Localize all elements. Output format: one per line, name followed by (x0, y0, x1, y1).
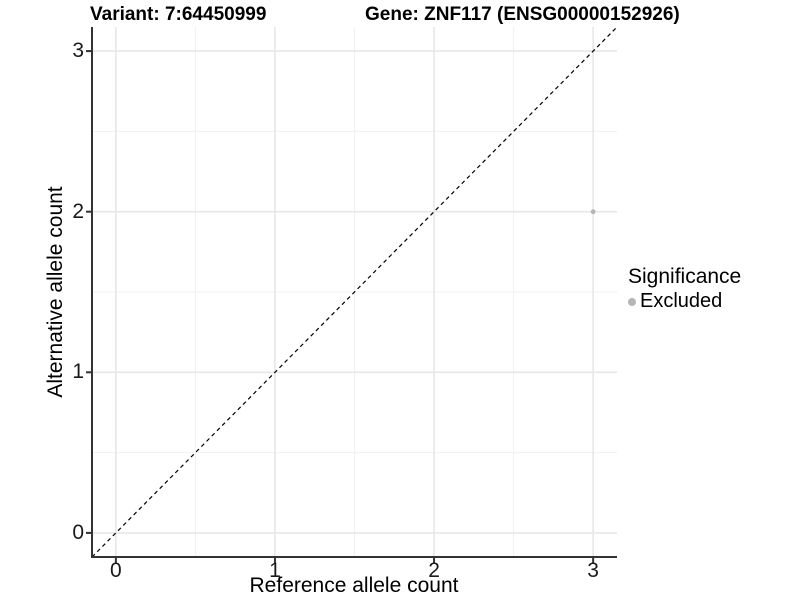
plot-title-variant: Variant: 7:64450999 (90, 4, 267, 25)
legend-item-label: Excluded (640, 290, 723, 312)
x-tick-label: 1 (269, 559, 281, 582)
x-axis-title: Reference allele count (249, 574, 459, 597)
plot-title-gene: Gene: ZNF117 (ENSG00000152926) (365, 4, 680, 25)
data-point (590, 209, 596, 215)
legend: Significance Excluded (628, 265, 741, 313)
legend-item-excluded: Excluded (628, 290, 741, 313)
legend-title: Significance (628, 265, 742, 288)
x-tick-label: 2 (428, 559, 440, 582)
x-tick-label: 0 (110, 559, 122, 582)
y-tick-label: 3 (72, 39, 84, 63)
y-axis-title: Alternative allele count (44, 186, 67, 398)
y-tick-label: 1 (72, 360, 84, 384)
identity-line (91, 26, 618, 558)
y-tick-label: 0 (72, 520, 84, 544)
x-tick-label: 3 (587, 559, 599, 582)
y-tick-label: 2 (72, 199, 84, 223)
excluded-point-icon (628, 297, 636, 306)
